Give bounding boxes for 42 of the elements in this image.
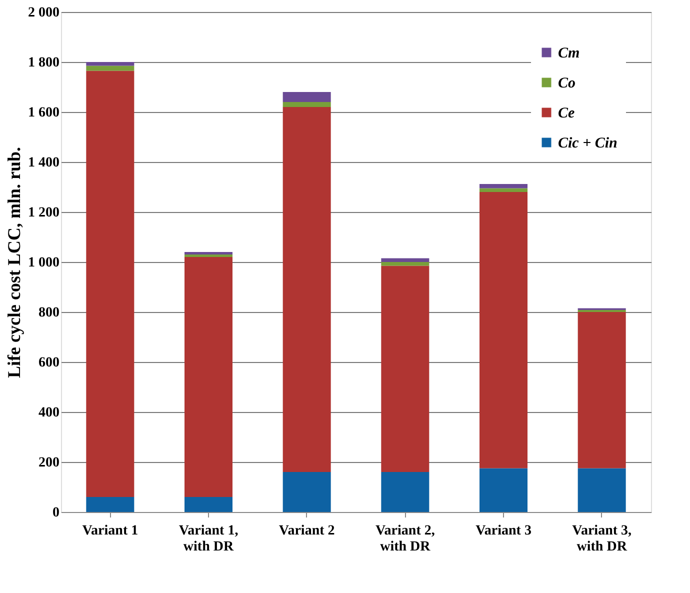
- x-tick-label: Variant 2: [278, 524, 335, 538]
- y-tick-label: 1 000: [28, 256, 60, 270]
- bar: [578, 468, 626, 512]
- y-tick-label: 800: [38, 306, 60, 320]
- bar: [282, 92, 331, 102]
- y-tick-label: 1 600: [28, 106, 60, 120]
- x-tick-label: Variant 1, with DR: [178, 524, 238, 554]
- y-tick-label: 1 800: [28, 56, 60, 70]
- bar: [480, 468, 528, 512]
- bar: [480, 184, 528, 188]
- x-tick-label: Variant 1: [82, 524, 138, 538]
- bar: [282, 472, 331, 512]
- y-tick-label: 400: [38, 406, 60, 420]
- y-tick-label: 1 400: [28, 156, 60, 170]
- y-tick-label: 2 000: [28, 6, 60, 20]
- bar: [282, 107, 331, 472]
- bar: [480, 192, 528, 468]
- y-tick-label: 1 200: [28, 206, 60, 220]
- legend-label: Cic + Cin: [558, 136, 618, 152]
- bar: [381, 266, 430, 472]
- legend-label: Cm: [558, 46, 580, 62]
- bar: [86, 497, 134, 512]
- bar: [381, 472, 430, 512]
- y-tick-label: 0: [52, 506, 60, 520]
- bar: [480, 188, 528, 192]
- y-tick-label: 200: [38, 456, 60, 470]
- x-tick-label: Variant 2, with DR: [375, 524, 435, 554]
- x-tick-label: Variant 3, with DR: [572, 524, 632, 554]
- bar: [184, 497, 232, 512]
- legend-label: Ce: [558, 106, 576, 122]
- bar: [184, 257, 232, 497]
- bar: [86, 62, 134, 66]
- legend-label: Co: [558, 76, 576, 92]
- bar: [578, 312, 626, 468]
- bar: [282, 102, 331, 107]
- x-tick-label: Variant 3: [476, 524, 532, 538]
- y-tick-label: 600: [38, 356, 60, 370]
- bar: [381, 258, 430, 262]
- y-axis-title: Life cycle cost LCC, mln. rub.: [4, 147, 24, 378]
- bar: [86, 70, 134, 497]
- bar: [381, 262, 430, 266]
- bar: [86, 66, 134, 71]
